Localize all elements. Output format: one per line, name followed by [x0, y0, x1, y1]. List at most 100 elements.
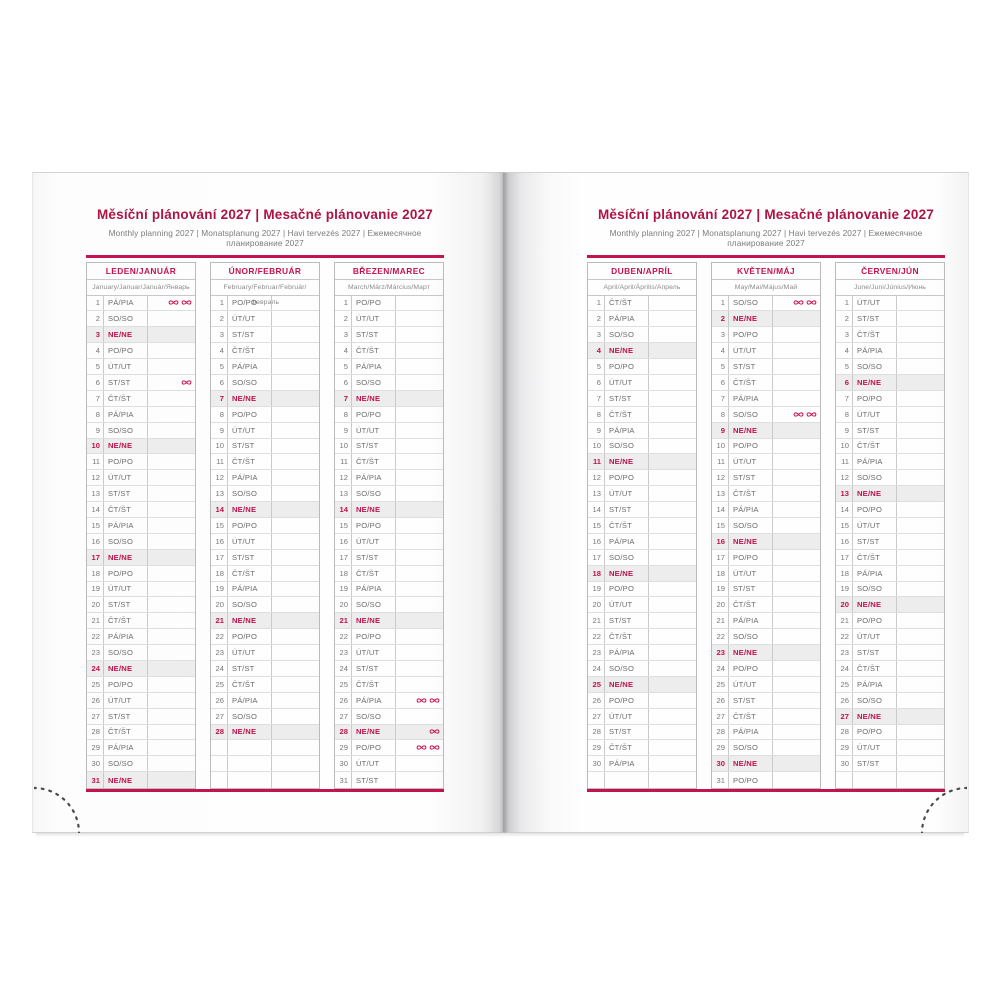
day-abbreviation: ÚT/UT — [729, 565, 773, 581]
day-abbreviation: NE/NE — [352, 613, 396, 629]
day-abbreviation: PO/PO — [729, 327, 773, 343]
notes-cell — [897, 534, 944, 549]
day-number: 7 — [588, 390, 605, 406]
day-number: 7 — [712, 390, 729, 406]
notes-cell — [148, 566, 195, 581]
day-number: 25 — [335, 676, 352, 692]
day-row: 18 ČT/ŠT — [211, 565, 319, 582]
day-row: 19 PÁ/PIA — [211, 581, 319, 598]
day-abbreviation: SO/SO — [853, 470, 897, 486]
notes-cell — [649, 518, 696, 533]
day-row: 31 ST/ST — [335, 772, 443, 789]
day-number: 12 — [211, 470, 228, 486]
day-number: 2 — [588, 311, 605, 327]
day-abbreviation: ÚT/UT — [853, 406, 897, 422]
day-number — [588, 772, 605, 789]
day-number: 5 — [588, 359, 605, 374]
day-abbreviation: PÁ/PIA — [605, 533, 649, 549]
notes-cell — [148, 296, 195, 311]
day-row: 11 PO/PO — [87, 454, 195, 471]
notes-cell — [148, 740, 195, 755]
day-number: 27 — [211, 708, 228, 724]
day-row: 5 ST/ST — [712, 359, 820, 375]
day-abbreviation: NE/NE — [352, 390, 396, 406]
day-abbreviation: ST/ST — [853, 422, 897, 438]
day-row: 7 NE/NE — [211, 390, 319, 407]
notes-cell — [649, 709, 696, 724]
day-number: 6 — [588, 374, 605, 390]
day-abbreviation: SO/SO — [853, 692, 897, 708]
notes-cell — [396, 534, 443, 549]
month-day-grid: 1 ČT/ŠT 2 PÁ/PIA 3 SO/SO 4 NE/NE 5 PO/PO 6 ÚT/UT 7 ST… — [588, 295, 696, 789]
notes-cell — [773, 439, 820, 454]
day-abbreviation: ČT/ŠT — [104, 390, 148, 406]
page-right: Měsíční plánování 2027 | Mesačné plánova… — [503, 172, 969, 833]
notes-cell — [272, 772, 319, 788]
day-abbreviation: PO/PO — [853, 502, 897, 517]
day-row: 29 SO/SO — [712, 740, 820, 757]
day-row: 29 PÁ/PIA — [87, 740, 195, 757]
day-number: 1 — [211, 295, 228, 311]
day-abbreviation: PÁ/PIA — [352, 359, 396, 374]
day-row: 11 ČT/ŠT — [335, 454, 443, 471]
day-row: 12 PÁ/PIA — [335, 470, 443, 487]
day-abbreviation: PO/PO — [352, 406, 396, 422]
notes-cell — [897, 566, 944, 581]
day-row-empty — [211, 772, 319, 789]
notes-cell — [272, 391, 319, 406]
day-row: 17 SO/SO — [588, 549, 696, 566]
day-row: 30 ST/ST — [836, 756, 944, 773]
day-abbreviation: SO/SO — [104, 756, 148, 772]
notes-cell — [396, 439, 443, 454]
day-row: 20 ČT/ŠT — [712, 597, 820, 614]
day-number: 24 — [211, 660, 228, 676]
day-abbreviation — [605, 772, 649, 789]
day-number: 27 — [836, 708, 853, 724]
day-row: 8 SO/SO — [712, 406, 820, 423]
bow-icon — [168, 300, 179, 306]
day-number: 8 — [588, 406, 605, 422]
day-number: 14 — [836, 502, 853, 517]
day-row: 26 PÁ/PIA — [211, 692, 319, 709]
day-number: 24 — [836, 660, 853, 676]
day-number: 17 — [836, 549, 853, 565]
day-abbreviation: PO/PO — [853, 390, 897, 406]
day-abbreviation: SO/SO — [853, 581, 897, 597]
day-abbreviation: PO/PO — [729, 772, 773, 789]
notes-cell — [773, 709, 820, 724]
day-abbreviation: PO/PO — [104, 676, 148, 692]
day-number: 15 — [588, 517, 605, 533]
day-row: 27 ČT/ŠT — [712, 708, 820, 725]
day-abbreviation: ČT/ŠT — [228, 343, 272, 359]
notes-cell — [148, 534, 195, 549]
day-row: 24 ST/ST — [211, 660, 319, 677]
day-number: 6 — [211, 374, 228, 390]
day-row: 1 PO/PO — [211, 295, 319, 312]
day-row: 15 ÚT/UT — [836, 517, 944, 534]
day-number: 31 — [87, 772, 104, 789]
notes-cell — [396, 740, 443, 755]
day-abbreviation: PÁ/PIA — [104, 295, 148, 311]
day-number: 14 — [712, 502, 729, 517]
day-abbreviation: ÚT/UT — [104, 581, 148, 597]
day-row: 7 ST/ST — [588, 390, 696, 407]
day-number: 9 — [588, 422, 605, 438]
notes-cell — [897, 645, 944, 660]
day-number: 16 — [87, 533, 104, 549]
day-abbreviation: PO/PO — [729, 549, 773, 565]
notes-cell — [897, 709, 944, 724]
notes-cell — [649, 470, 696, 485]
day-number: 1 — [712, 295, 729, 311]
day-row: 11 PÁ/PIA — [836, 454, 944, 471]
day-row: 19 PÁ/PIA — [335, 581, 443, 598]
day-number: 13 — [87, 486, 104, 502]
day-row: 13 SO/SO — [335, 486, 443, 503]
notes-cell — [396, 391, 443, 406]
notes-cell — [272, 407, 319, 422]
day-abbreviation: PÁ/PIA — [352, 581, 396, 597]
notes-cell — [396, 677, 443, 692]
day-number: 12 — [836, 470, 853, 486]
day-number: 1 — [87, 295, 104, 311]
footer-rule — [86, 789, 444, 793]
day-number: 8 — [211, 406, 228, 422]
